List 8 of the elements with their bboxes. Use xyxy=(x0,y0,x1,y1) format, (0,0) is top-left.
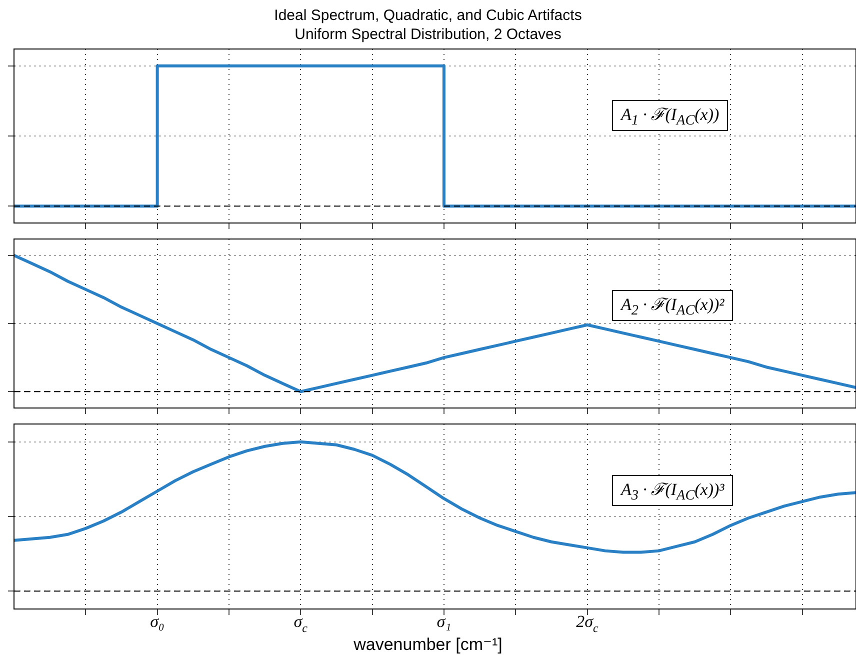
annotation: A$_{2}$ · ℱ(I$_{AC}$(x))² xyxy=(612,290,734,322)
chart-subtitle: Uniform Spectral Distribution, 2 Octaves xyxy=(294,25,562,44)
annotation: A$_{3}$ · ℱ(I$_{AC}$(x))³ xyxy=(612,475,734,506)
x-tick-label: σ₀ xyxy=(150,612,165,631)
x-axis-title: wavenumber [cm⁻¹] xyxy=(352,635,504,655)
x-tick-label: σ₁ xyxy=(436,612,452,631)
chart-title: Ideal Spectrum, Quadratic, and Cubic Artifacts xyxy=(273,6,583,25)
annotation: A$_{1}$ · ℱ(I$_{AC}$(x)) xyxy=(612,100,728,132)
